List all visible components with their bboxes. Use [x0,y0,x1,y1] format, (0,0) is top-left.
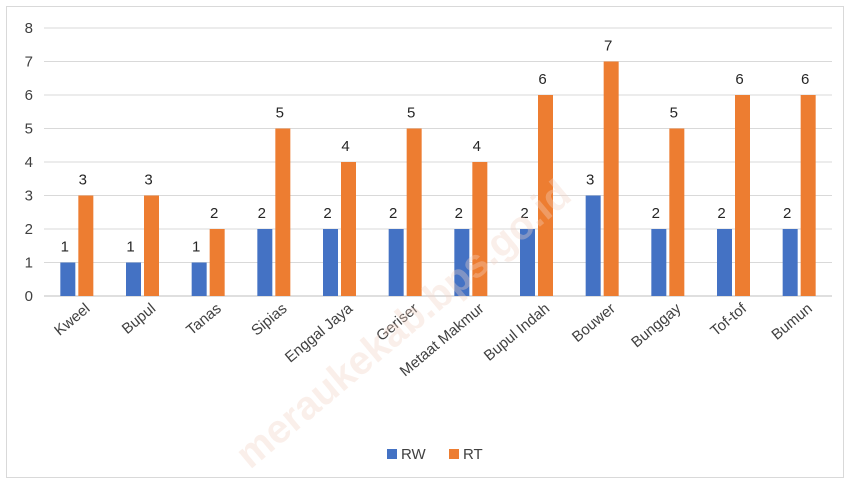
bar-rw [323,229,338,296]
x-tick-label: Tof-tof [707,300,750,340]
data-label-rw: 2 [652,205,660,222]
bar-rw [454,229,470,296]
data-label-rt: 7 [604,38,612,55]
data-label-rw: 2 [258,205,266,222]
y-tick-label: 7 [25,54,33,71]
data-label-rt: 5 [276,105,284,122]
y-tick-label: 8 [25,20,33,37]
bar-rt [800,95,816,296]
data-label-rt: 6 [735,71,743,88]
bar-rt [209,229,225,296]
bar-rw [717,229,732,296]
legend: RW RT [387,446,483,463]
bar-rw [782,229,798,296]
bar-rw [60,262,76,296]
bar-rw [257,229,273,296]
data-label-rt: 6 [538,71,546,88]
y-tick-label: 0 [25,288,33,305]
data-label-rw: 1 [61,239,69,256]
y-tick-label: 2 [25,221,33,238]
data-label-rt: 5 [670,105,678,122]
data-label-rw: 2 [323,205,331,222]
bar-rt [538,95,553,296]
data-label-rt: 4 [473,138,481,155]
x-tick-label: Bouwer [569,300,619,346]
bar-rw [126,262,141,296]
data-label-rw: 2 [389,205,397,222]
bar-rt [341,162,356,296]
data-label-rt: 5 [407,105,415,122]
bar-rt [78,195,94,296]
y-axis-ticks: 0 1 2 3 4 5 6 7 8 [25,20,33,305]
data-label-rt: 6 [801,71,809,88]
bar-rt [669,128,685,296]
y-tick-label: 6 [25,87,33,104]
data-label-rt: 4 [341,138,349,155]
x-tick-label: Bumun [768,300,815,344]
data-label-rw: 3 [586,172,594,189]
x-tick-label: Bupul [119,300,159,338]
y-tick-label: 3 [25,188,33,205]
gridlines [44,27,832,297]
data-label-rt: 3 [144,172,152,189]
x-tick-label: Kweel [51,300,93,339]
data-label-rw: 1 [192,239,200,256]
data-label-rw: 1 [126,239,134,256]
x-tick-label: Sipias [248,300,290,339]
bars [60,61,816,296]
bar-rt [144,195,159,296]
data-label-rw: 2 [783,205,791,222]
bar-rw [191,262,207,296]
legend-label-rt: RT [463,446,483,463]
y-tick-label: 5 [25,121,33,138]
data-label-rw: 2 [455,205,463,222]
bar-rw [520,229,535,296]
bar-rw [585,195,601,296]
bar-rw [388,229,404,296]
x-tick-label: Tanas [183,300,225,339]
bar-rw [651,229,667,296]
bar-rt [275,128,291,296]
bar-rt [406,128,422,296]
bar-rt [603,61,619,296]
y-tick-label: 1 [25,255,33,272]
legend-swatch-rt [449,449,459,459]
legend-swatch-rw [387,449,397,459]
x-tick-label: Bupul Indah [481,300,553,364]
legend-label-rw: RW [401,446,427,463]
bar-rt [472,162,488,296]
data-label-rw: 2 [717,205,725,222]
data-label-rt: 3 [79,172,87,189]
data-label-rw: 2 [520,205,528,222]
y-tick-label: 4 [25,154,33,171]
bar-rt [735,95,750,296]
x-tick-label: Bunggay [628,300,685,351]
data-label-rt: 2 [210,205,218,222]
